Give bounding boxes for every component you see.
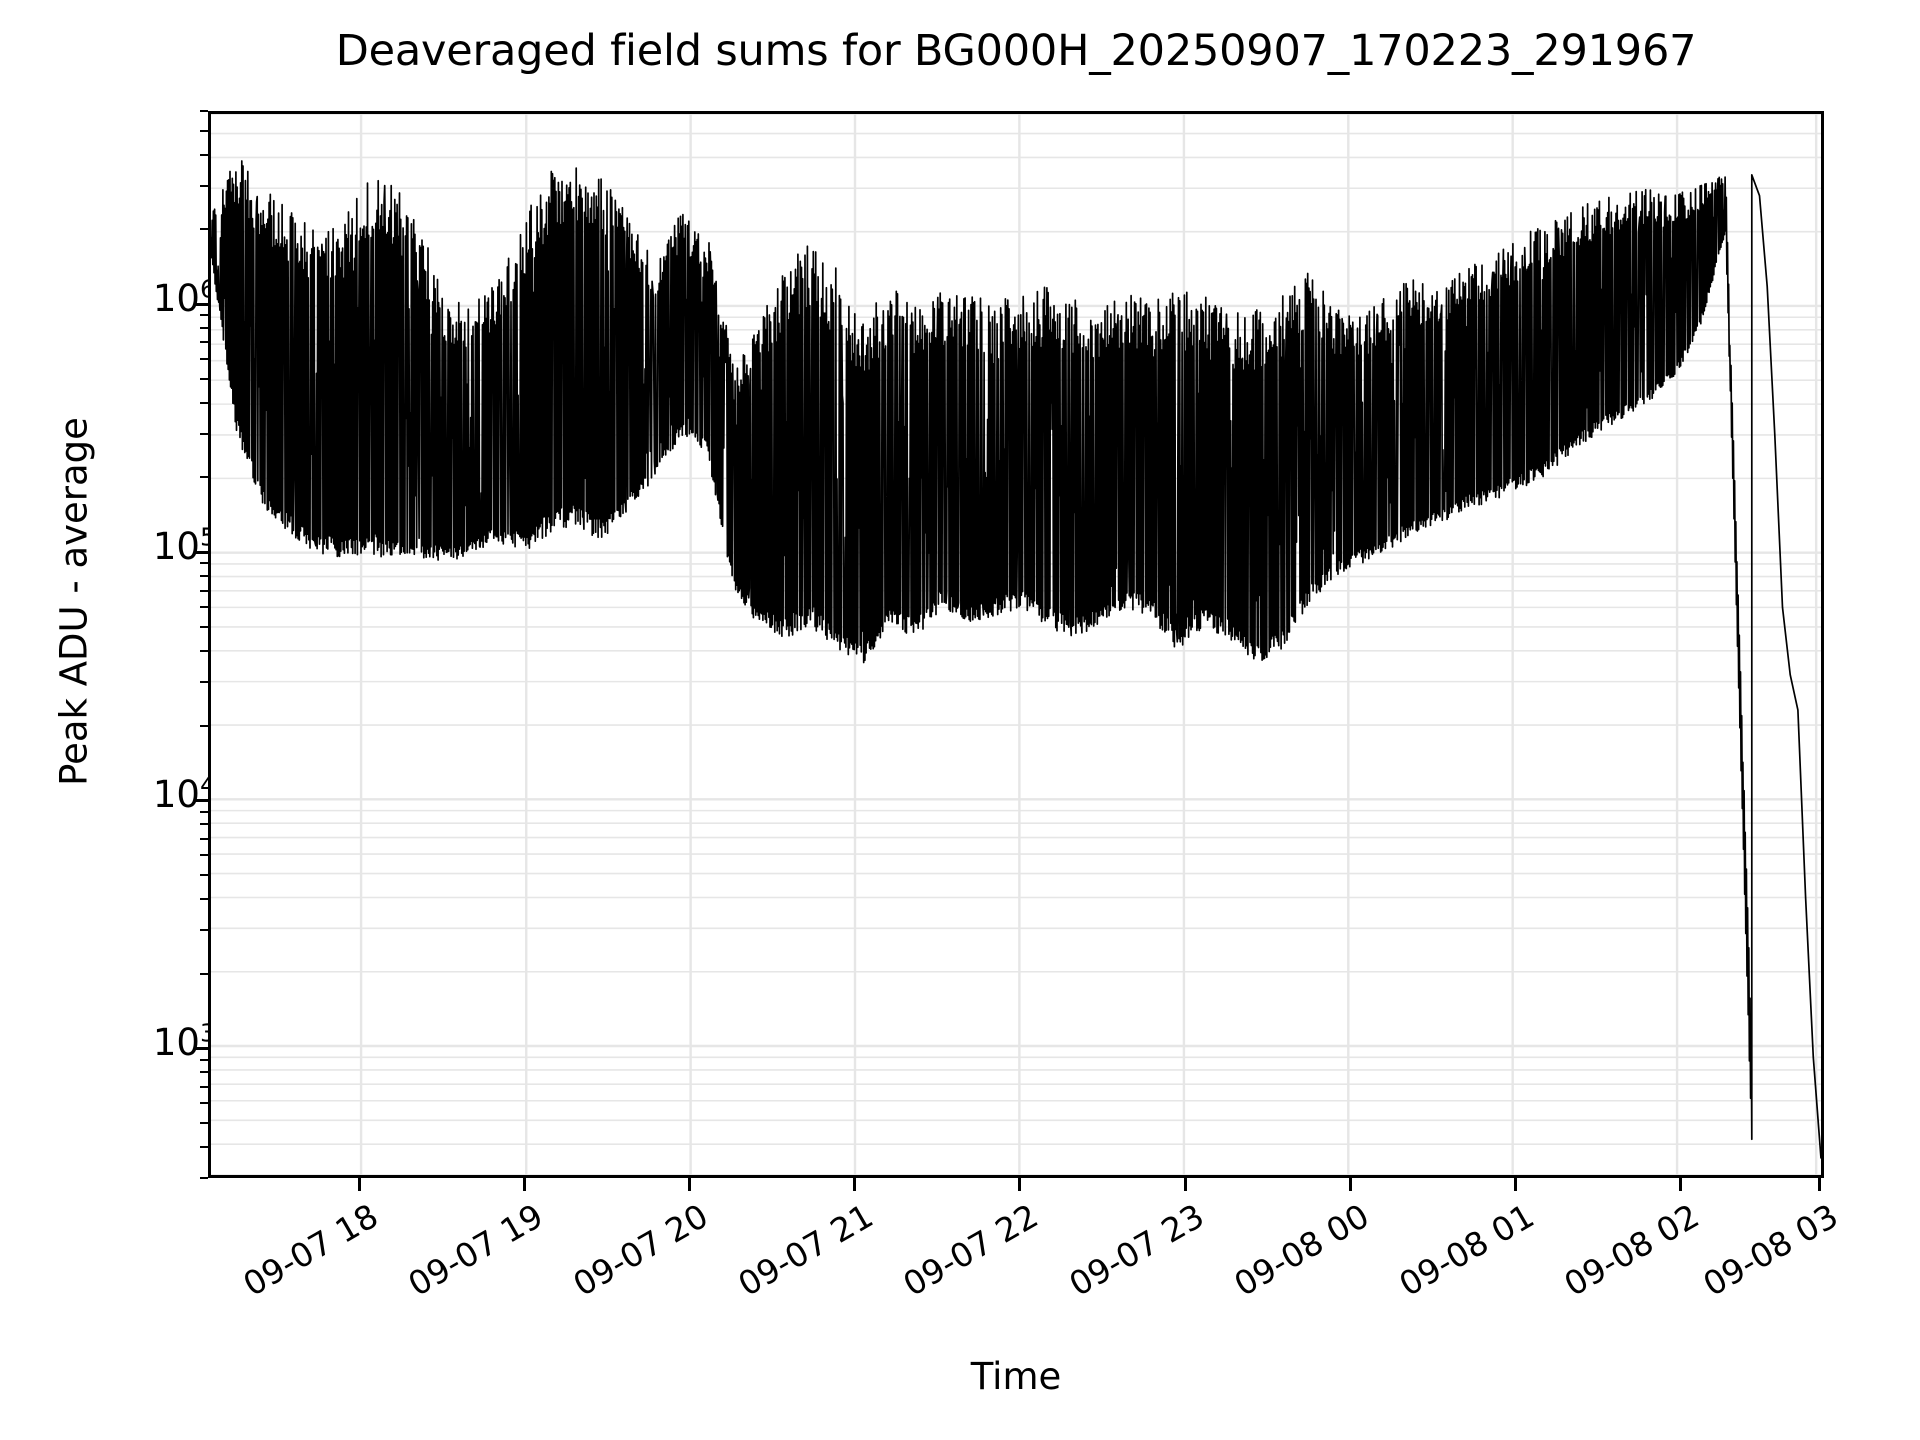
y-tick-mark-minor xyxy=(200,606,208,609)
x-tick-mark xyxy=(1183,1178,1187,1191)
y-tick-mark-minor xyxy=(200,1121,208,1124)
y-tick-mark-minor xyxy=(200,562,208,565)
y-tick-mark-minor xyxy=(200,854,208,857)
y-tick-mark-minor xyxy=(200,649,208,652)
y-tick-mark-minor xyxy=(200,1071,208,1074)
y-tick-mark-minor xyxy=(200,327,208,330)
y-tick-mark-major xyxy=(195,551,208,555)
y-tick-mark-minor xyxy=(200,377,208,380)
y-tick-mark-minor xyxy=(200,314,208,317)
y-tick-mark-minor xyxy=(200,575,208,578)
y-tick-mark-minor xyxy=(200,928,208,931)
x-tick-mark xyxy=(1678,1178,1682,1191)
y-tick-mark-minor xyxy=(200,680,208,683)
y-tick-mark-minor xyxy=(200,153,208,156)
x-tick-mark xyxy=(853,1178,857,1191)
x-tick-label-4: 09-07 22 xyxy=(896,1196,1045,1304)
y-tick-mark-major xyxy=(195,799,208,803)
y-tick-mark-minor xyxy=(200,129,208,132)
y-tick-label-3: 106 xyxy=(152,277,216,321)
x-tick-mark xyxy=(357,1178,361,1191)
y-tick-mark-minor xyxy=(200,625,208,628)
y-tick-mark-minor xyxy=(200,897,208,900)
y-tick-mark-minor xyxy=(200,476,208,479)
y-tick-mark-minor xyxy=(200,341,208,344)
x-tick-mark xyxy=(523,1178,527,1191)
y-tick-mark-minor xyxy=(200,837,208,840)
y-tick-mark-minor xyxy=(200,228,208,231)
y-tick-mark-major xyxy=(195,303,208,307)
y-tick-mark-minor xyxy=(200,401,208,404)
y-tick-mark-minor xyxy=(200,1085,208,1088)
plot-area xyxy=(208,111,1824,1178)
y-tick-mark-minor xyxy=(200,358,208,361)
x-tick-label-5: 09-07 23 xyxy=(1062,1196,1211,1304)
x-tick-mark xyxy=(1018,1178,1022,1191)
y-tick-mark-minor xyxy=(200,432,208,435)
y-axis-label: Peak ADU - average xyxy=(52,417,96,786)
y-tick-mark-minor xyxy=(200,1102,208,1105)
y-tick-mark-minor xyxy=(200,1177,208,1179)
plot-svg xyxy=(211,114,1821,1175)
y-tick-label-0: 103 xyxy=(152,1021,216,1065)
x-tick-mark xyxy=(1818,1178,1822,1191)
y-tick-mark-minor xyxy=(200,110,208,112)
y-tick-mark-minor xyxy=(200,1058,208,1061)
x-tick-label-6: 09-08 00 xyxy=(1227,1196,1376,1304)
x-tick-mark xyxy=(1348,1178,1352,1191)
x-tick-label-7: 09-08 01 xyxy=(1392,1196,1541,1304)
y-tick-mark-minor xyxy=(200,972,208,975)
y-tick-mark-minor xyxy=(200,1146,208,1148)
data-series-line xyxy=(211,160,1821,1159)
y-tick-label-2: 105 xyxy=(152,525,216,569)
page-title: Deaveraged field sums for BG000H_2025090… xyxy=(335,26,1697,76)
y-tick-mark-minor xyxy=(200,823,208,826)
x-tick-mark xyxy=(1513,1178,1517,1191)
y-tick-label-1: 104 xyxy=(152,773,216,817)
y-tick-mark-minor xyxy=(200,184,208,187)
y-tick-mark-minor xyxy=(200,810,208,813)
y-tick-mark-minor xyxy=(200,873,208,876)
x-tick-label-0: 09-07 18 xyxy=(236,1196,385,1304)
y-tick-mark-minor xyxy=(200,724,208,727)
x-tick-mark xyxy=(688,1178,692,1191)
y-tick-mark-minor xyxy=(200,589,208,592)
y-tick-mark-major xyxy=(195,1047,208,1051)
x-axis-label: Time xyxy=(970,1355,1062,1398)
